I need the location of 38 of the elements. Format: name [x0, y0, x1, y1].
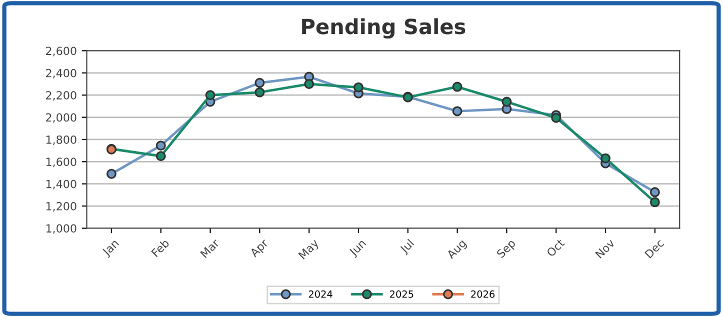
x-tick-label: Nov — [595, 238, 616, 259]
y-tick-label: 1,000 — [46, 224, 76, 234]
point — [452, 82, 462, 92]
point — [650, 197, 660, 208]
point — [600, 153, 611, 164]
legend-label: 2024 — [308, 290, 332, 298]
y-tick-label: 2,400 — [46, 68, 76, 78]
point — [452, 106, 462, 116]
point — [353, 82, 364, 92]
y-tick-label: 1,400 — [46, 180, 76, 190]
x-tick-label: Sep — [496, 238, 518, 260]
y-tick-label: 2,600 — [46, 46, 76, 56]
x-tick-label: Mar — [200, 238, 220, 258]
x-tick-label: Dec — [644, 238, 664, 258]
point — [254, 78, 265, 88]
point — [156, 151, 166, 162]
y-tick-label: 1,600 — [46, 158, 76, 168]
point — [254, 87, 265, 98]
y-tick-label: 1,200 — [46, 202, 76, 212]
point — [205, 90, 216, 100]
chart-title: Pending Sales — [302, 18, 466, 39]
y-tick-label: 2,200 — [46, 91, 76, 101]
legend-label: 2025 — [390, 290, 414, 298]
point — [502, 96, 512, 107]
x-tick-label: Jul — [398, 238, 416, 256]
legend-label: 2026 — [471, 290, 495, 298]
x-tick-label: Jun — [348, 238, 368, 258]
x-tick-label: Jan — [101, 238, 121, 258]
x-tick-label: Feb — [150, 238, 170, 258]
point — [551, 112, 562, 123]
x-tick-label: Apr — [249, 238, 270, 260]
point — [156, 140, 166, 151]
point — [106, 168, 116, 179]
x-tick-label: Oct — [546, 238, 565, 258]
point — [650, 187, 660, 198]
y-tick-label: 2,000 — [46, 113, 76, 123]
point — [304, 79, 314, 90]
y-tick-label: 1,800 — [46, 135, 76, 145]
